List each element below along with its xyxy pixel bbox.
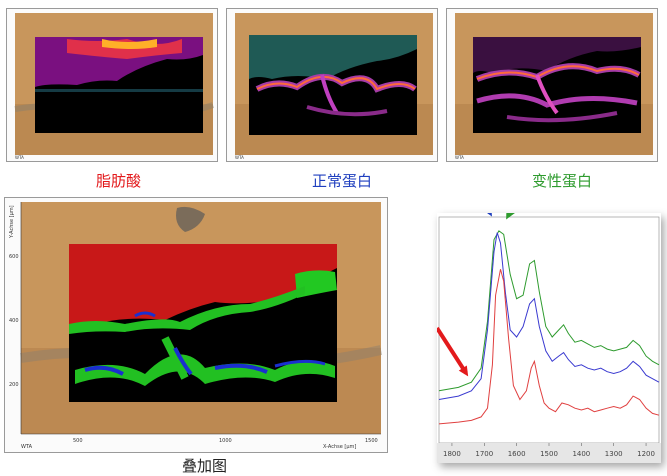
- peak-arrow: [477, 192, 492, 217]
- denatured-protein-map: WTA: [455, 13, 653, 160]
- denatured-protein-map-panel: WTA: [446, 8, 658, 162]
- overlay-corner-label: WTA: [21, 444, 33, 450]
- spectrum-x-tick-label: 1200: [637, 450, 655, 458]
- normal-protein-map: WTA: [235, 13, 433, 160]
- overlay-map: 500 1000 1500 600 400 200 WTA X-Achse [µ…: [9, 202, 383, 450]
- overlay-x-tick: 1000: [219, 438, 232, 444]
- normal-protein-caption: 正常蛋白: [312, 172, 373, 190]
- normal-protein-map-panel: WTA: [226, 8, 438, 162]
- svg-text:WTA: WTA: [235, 155, 244, 160]
- denatured-protein-caption: 变性蛋白: [532, 172, 593, 190]
- overlay-caption: 叠加图: [182, 457, 228, 475]
- spectrum-x-tick-label: 1400: [572, 450, 590, 458]
- spectrum-series-line: [438, 232, 660, 400]
- spectrum-series-line: [438, 230, 660, 392]
- spectrum-frame: [438, 216, 660, 444]
- fatty-acid-map: WTA: [14, 13, 214, 160]
- overlay-y-tick: 600: [9, 254, 19, 260]
- spectrum-axis-band: [437, 443, 661, 463]
- fatty-acid-map-panel: WTA: [6, 8, 218, 162]
- svg-text:WTA: WTA: [15, 155, 24, 160]
- overlay-y-axis-label: Y-Achse [µm]: [9, 205, 15, 239]
- overlay-x-tick: 1500: [365, 438, 378, 444]
- spectrum-chart: 1800 1700 1600 1500 1400 1300 1200: [435, 190, 661, 463]
- overlay-y-tick: 400: [9, 318, 19, 324]
- spectrum-series-line: [438, 269, 660, 425]
- overlay-y-tick: 200: [9, 382, 19, 388]
- peak-arrow: [435, 326, 469, 377]
- spectrum-x-tick-label: 1600: [508, 450, 526, 458]
- overlay-x-axis-label: X-Achse [µm]: [323, 444, 356, 450]
- spectrum-svg: 1800 1700 1600 1500 1400 1300 1200: [435, 190, 661, 463]
- svg-text:WTA: WTA: [455, 155, 464, 160]
- spectrum-x-tick-label: 1800: [443, 450, 461, 458]
- spectrum-x-tick-label: 1500: [540, 450, 558, 458]
- spectrum-x-tick-label: 1700: [475, 450, 493, 458]
- overlay-x-tick: 500: [73, 438, 83, 444]
- fatty-acid-caption: 脂肪酸: [96, 172, 142, 190]
- overlay-map-panel: 500 1000 1500 600 400 200 WTA X-Achse [µ…: [4, 197, 388, 453]
- spectrum-x-tick-label: 1300: [605, 450, 623, 458]
